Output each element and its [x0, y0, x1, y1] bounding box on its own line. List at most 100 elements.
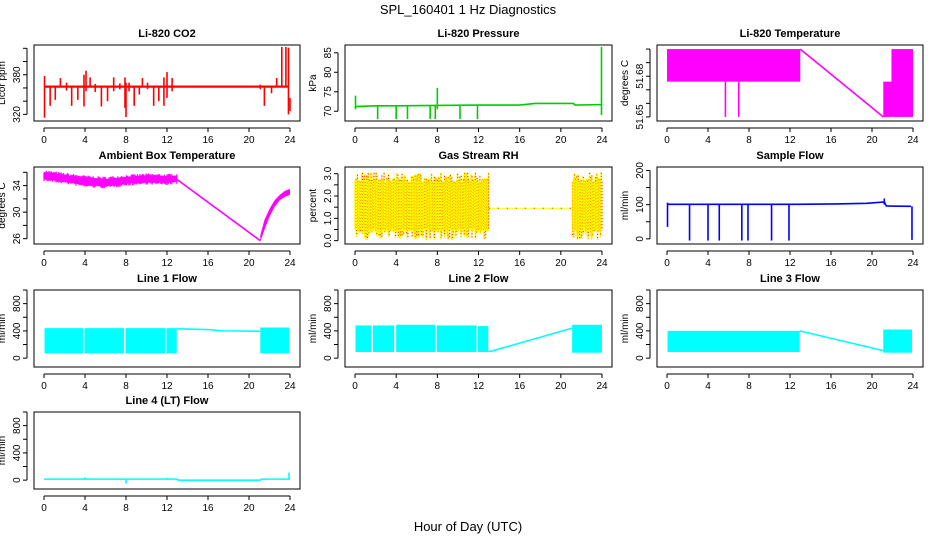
x-tick-label: 8 [123, 135, 129, 146]
y-axis: 70 75 80 85 kPa [308, 47, 339, 117]
y-axis-label: ml/min [0, 314, 8, 343]
data-band [883, 81, 892, 117]
y-tick-label: 400 [323, 322, 334, 339]
y-axis: 0 400 800 ml/min [0, 411, 28, 483]
x-tick-label: 16 [202, 258, 214, 269]
panel-li820-temp: Li-820 Temperature 0 4 8 12 16 20 24 51.65 51.68 d… [620, 28, 924, 146]
x-tick-label: 12 [473, 381, 485, 392]
panel-sample-flow: Sample Flow 0 4 8 12 16 20 24 0 100 200 ml/min [620, 150, 924, 269]
x-tick-label: 8 [435, 258, 441, 269]
y-tick-label: 85 [323, 47, 334, 59]
x-tick-label: 24 [596, 258, 608, 269]
x-tick-label: 20 [866, 258, 878, 269]
y-tick-label: 75 [323, 86, 334, 98]
data-band [477, 326, 489, 353]
x-tick-label: 20 [866, 135, 878, 146]
y-axis: 0 400 800 ml/min [308, 289, 339, 361]
x-axis: 0 4 8 12 16 20 24 [664, 250, 919, 269]
data-band [166, 328, 177, 354]
plot-area [666, 198, 913, 241]
x-tick-label: 8 [123, 503, 129, 514]
panel-title: Line 1 Flow [137, 273, 197, 285]
y-axis-label: percent [308, 189, 319, 223]
data-band [396, 324, 436, 353]
plot-area [355, 324, 602, 353]
x-tick-label: 20 [555, 258, 567, 269]
y-axis: 0 100 200 ml/min [620, 162, 651, 242]
y-tick-label: 800 [12, 417, 23, 434]
y-axis-label: ml/min [620, 191, 631, 220]
x-tick-label: 16 [514, 258, 526, 269]
panel-ambient-temp: Ambient Box Temperature 0 4 8 12 16 20 24 26 30 34… [0, 150, 301, 269]
y-axis: 0 400 800 ml/min [620, 289, 651, 361]
plot-area [354, 171, 603, 241]
x-tick-label: 16 [202, 381, 214, 392]
x-tick-label: 0 [41, 135, 47, 146]
figure-title: SPL_160401 1 Hz Diagnostics [380, 2, 557, 17]
x-tick-label: 8 [435, 381, 441, 392]
x-tick-label: 24 [596, 135, 608, 146]
x-tick-label: 8 [123, 258, 129, 269]
y-tick-label: 320 [12, 106, 23, 123]
x-tick-label: 4 [82, 381, 88, 392]
plot-frame [344, 166, 613, 245]
data-band [260, 188, 290, 243]
x-tick-label: 20 [243, 258, 255, 269]
x-tick-label: 12 [161, 503, 173, 514]
y-tick-label: 34 [12, 180, 23, 192]
panel-title: Line 2 Flow [449, 273, 509, 285]
x-tick-label: 20 [555, 135, 567, 146]
panel-title: Gas Stream RH [438, 150, 518, 162]
x-tick-label: 20 [243, 135, 255, 146]
y-tick-label: 51.65 [635, 104, 646, 129]
x-tick-label: 16 [825, 135, 837, 146]
data-band [373, 325, 395, 353]
y-tick-label: 400 [12, 322, 23, 339]
y-tick-label: 70 [323, 105, 334, 117]
x-tick-label: 8 [435, 135, 441, 146]
y-tick-label: 30 [12, 206, 23, 218]
y-tick-label: 26 [12, 233, 23, 245]
y-tick-label: 0.0 [323, 233, 334, 247]
data-band [44, 328, 83, 354]
plot-frame [33, 289, 301, 368]
x-axis: 0 4 8 12 16 20 24 [352, 250, 608, 269]
x-tick-label: 24 [907, 135, 919, 146]
y-tick-label: 80 [323, 66, 334, 78]
data-band [125, 328, 165, 354]
x-tick-label: 20 [243, 503, 255, 514]
data-line [799, 48, 884, 118]
panel-line3-flow: Line 3 Flow 0 4 8 12 16 20 24 0 400 800 ml/min [620, 273, 924, 392]
y-tick-label: 800 [323, 295, 334, 312]
data-band [891, 49, 913, 117]
panel-line2-flow: Line 2 Flow 0 4 8 12 16 20 24 0 400 800 ml/min [308, 273, 613, 392]
x-tick-label: 24 [907, 258, 919, 269]
data-band [436, 325, 477, 353]
x-tick-label: 8 [746, 135, 752, 146]
x-axis: 0 4 8 12 16 20 24 [664, 373, 919, 392]
x-tick-label: 8 [123, 381, 129, 392]
x-tick-label: 16 [514, 135, 526, 146]
y-axis: 0 400 800 ml/min [0, 289, 28, 361]
y-tick-label: 3.0 [323, 166, 334, 180]
y-tick-label: 100 [635, 196, 646, 213]
panel-co2: Li-820 CO2 0 4 8 12 16 20 24 320 380 Licor ppm [0, 28, 301, 146]
panel-gas-rh: Gas Stream RH 0 4 8 12 16 20 24 0.0 1.0 2.0 3.0 perc… [308, 150, 613, 269]
y-tick-label: 0 [635, 236, 646, 242]
plot-area [667, 48, 913, 118]
x-tick-label: 20 [555, 381, 567, 392]
x-tick-label: 16 [825, 381, 837, 392]
plot-area [44, 327, 289, 354]
data-band [883, 329, 912, 353]
panel-title: Sample Flow [756, 150, 824, 162]
x-tick-label: 0 [664, 381, 670, 392]
x-axis: 0 4 8 12 16 20 24 [41, 495, 296, 514]
y-tick-label: 800 [635, 295, 646, 312]
y-axis-label: degrees C [0, 182, 8, 228]
x-tick-label: 0 [664, 258, 670, 269]
x-tick-label: 4 [393, 381, 399, 392]
plot-frame [344, 289, 613, 368]
plot-area [43, 46, 291, 118]
plot-frame [344, 44, 613, 122]
